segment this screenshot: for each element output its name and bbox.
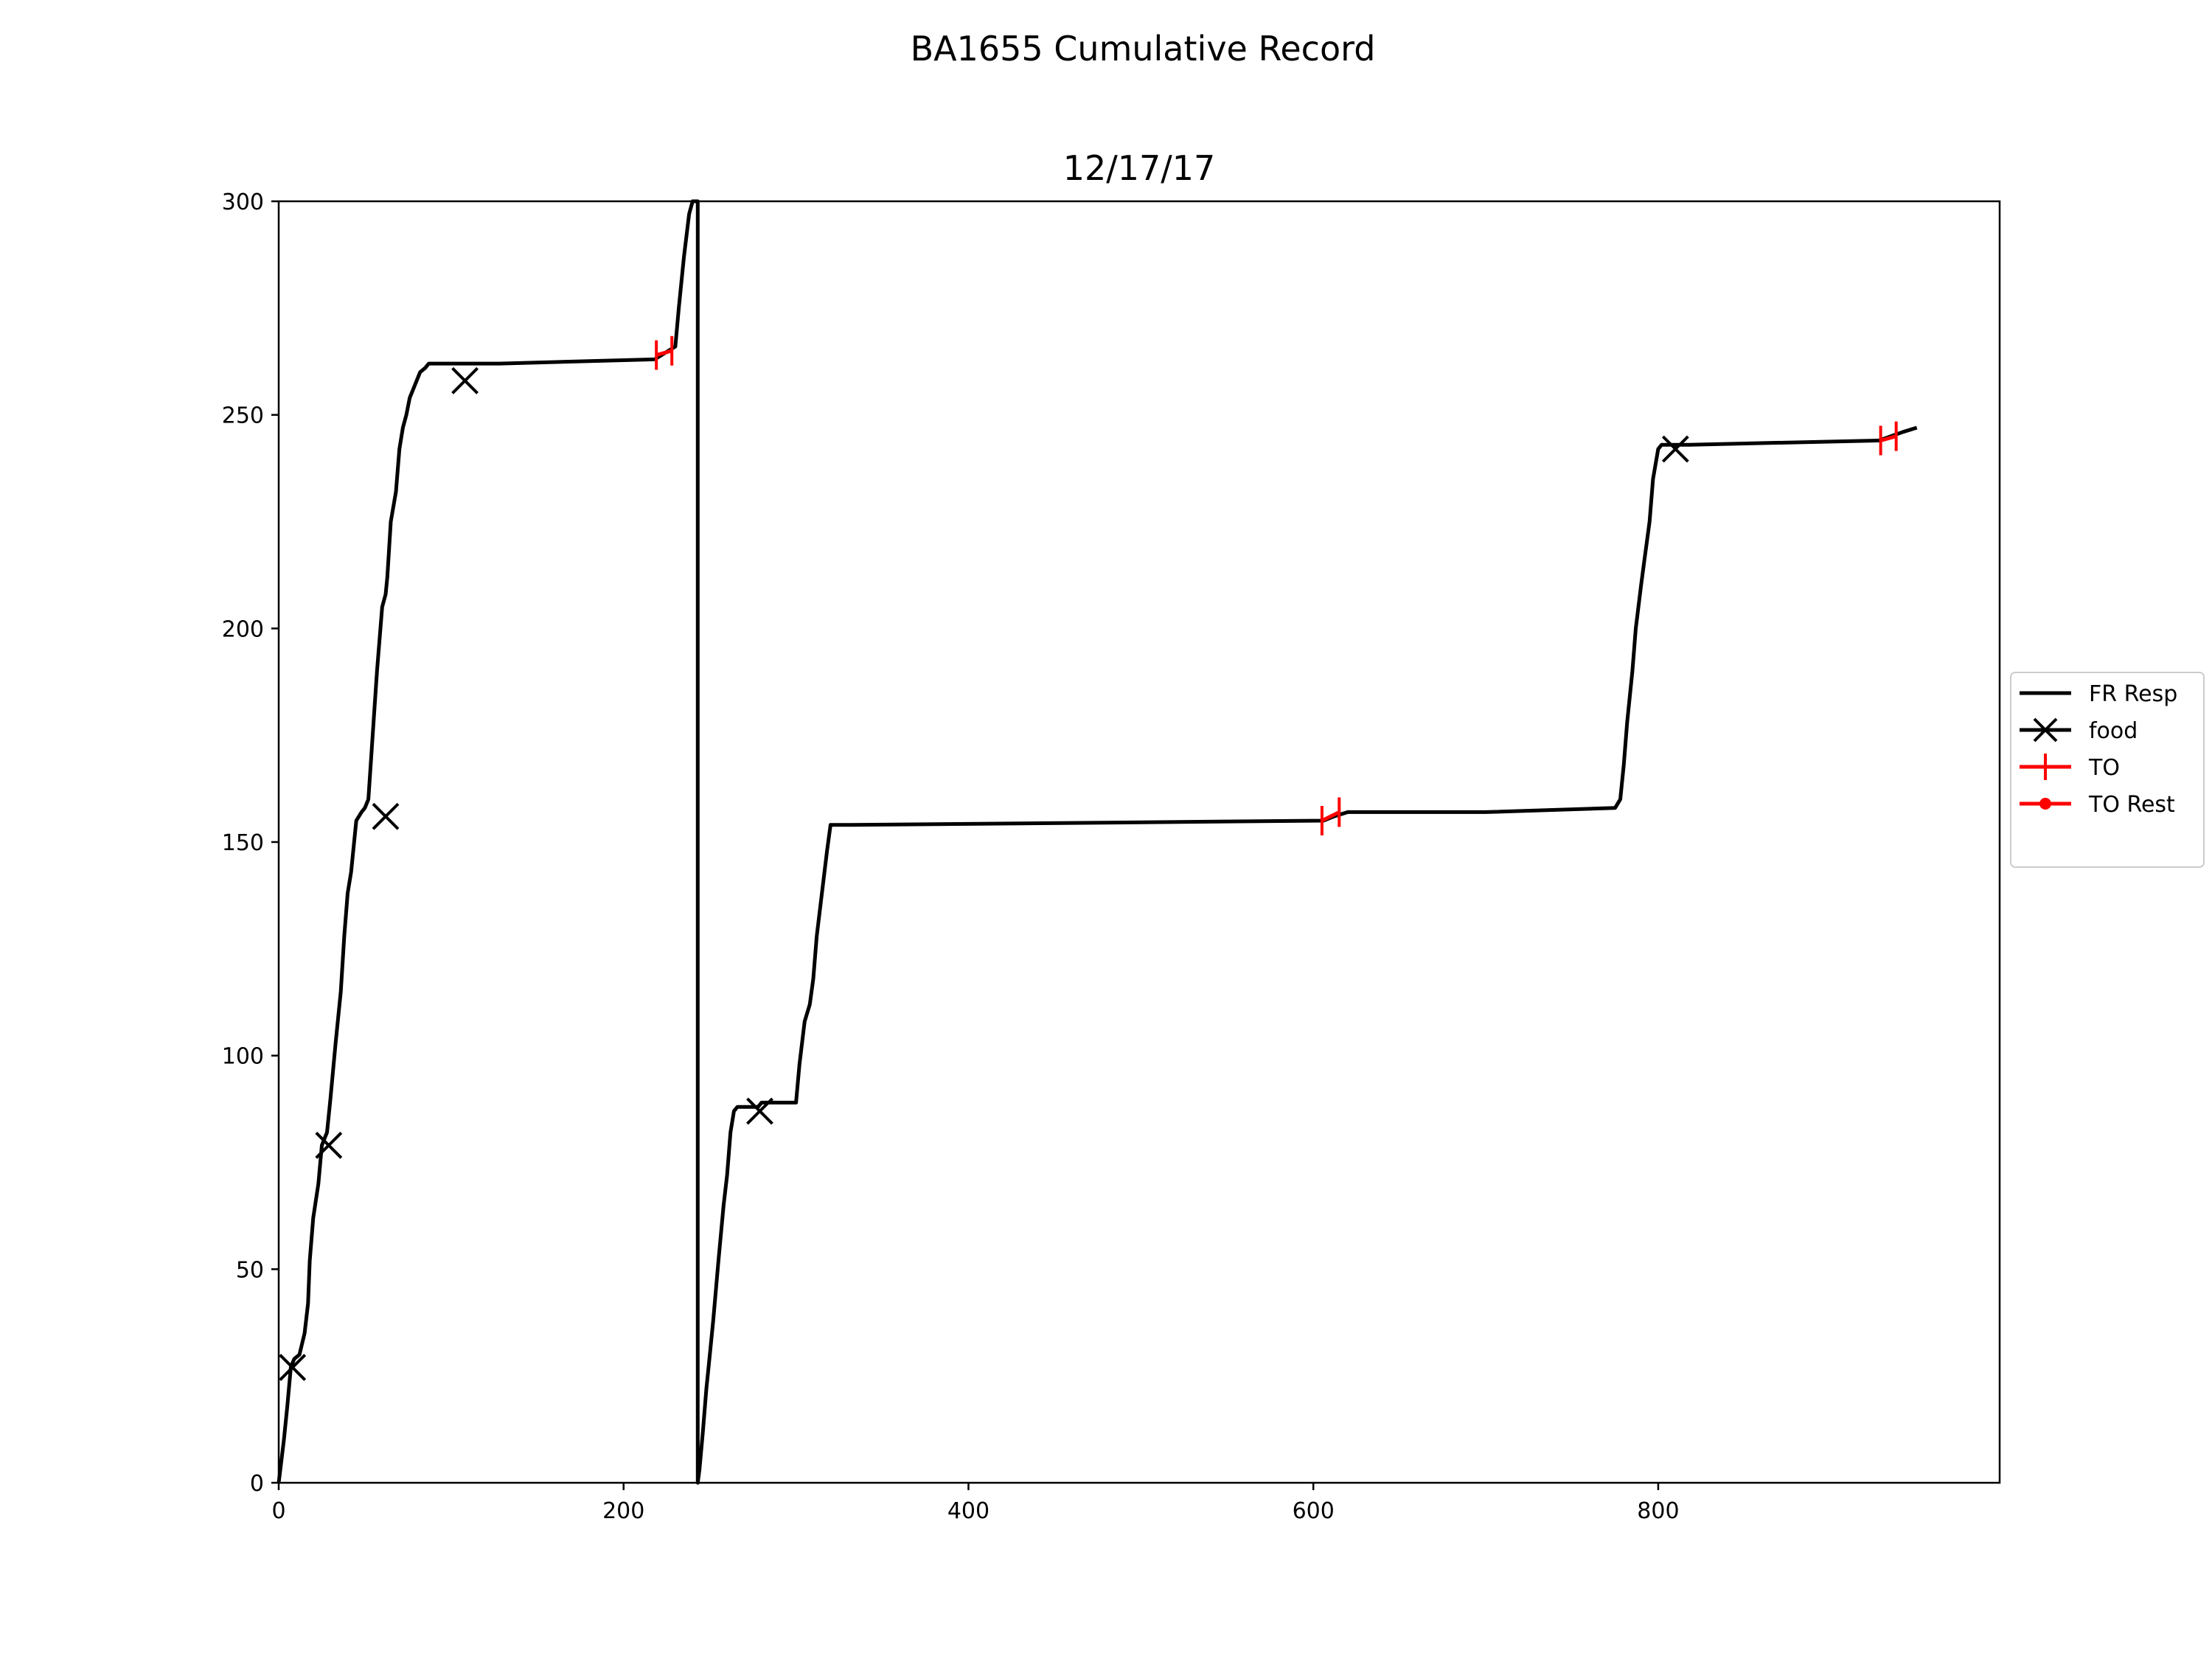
legend-label: FR Resp — [2089, 681, 2177, 707]
y-tick-label: 300 — [222, 189, 264, 215]
series-to — [655, 335, 1898, 836]
legend: FR Resp food TO TO Rest — [2010, 672, 2205, 868]
chart-suptitle: BA1655 Cumulative Record — [911, 29, 1376, 69]
to-segment — [1321, 810, 1340, 823]
plot-area — [276, 199, 2001, 1485]
food-marker — [279, 1354, 307, 1381]
x-axis: 0 200 400 600 800 — [271, 1483, 1680, 1524]
y-tick-label: 200 — [222, 616, 264, 642]
legend-label: TO — [2088, 755, 2120, 781]
legend-dot-marker — [2039, 798, 2051, 810]
food-marker — [1661, 435, 1689, 463]
legend-label: TO Rest — [2088, 792, 2175, 818]
y-tick-label: 50 — [236, 1257, 264, 1283]
y-tick-label: 100 — [222, 1044, 264, 1070]
legend-item-to-rest: TO Rest — [2020, 792, 2175, 818]
food-marker — [746, 1097, 773, 1125]
y-tick-label: 250 — [222, 403, 264, 429]
food-marker — [451, 366, 479, 394]
x-tick-label: 400 — [947, 1498, 990, 1524]
series-food — [279, 366, 1689, 1381]
fr-resp-line — [276, 199, 1918, 1485]
x-tick-label: 0 — [271, 1498, 285, 1524]
legend-box — [2010, 672, 2205, 868]
food-marker — [372, 802, 400, 830]
legend-label: food — [2089, 718, 2138, 744]
to-segment — [655, 349, 672, 357]
x-tick-label: 200 — [602, 1498, 644, 1524]
food-marker — [315, 1131, 343, 1159]
legend-x-marker — [2033, 717, 2058, 742]
y-tick-label: 0 — [250, 1471, 264, 1497]
series-fr-resp — [276, 199, 1918, 1485]
y-tick-label: 150 — [222, 830, 264, 856]
x-tick-label: 600 — [1293, 1498, 1335, 1524]
legend-item-to: TO — [2020, 754, 2120, 781]
x-tick-label: 800 — [1637, 1498, 1679, 1524]
to-segment — [1879, 434, 1897, 442]
legend-item-fr-resp: FR Resp — [2020, 681, 2177, 707]
legend-item-food: food — [2020, 717, 2138, 744]
chart-title: 12/17/17 — [1063, 148, 1216, 188]
y-axis: 0 50 100 150 200 250 300 — [222, 189, 279, 1497]
